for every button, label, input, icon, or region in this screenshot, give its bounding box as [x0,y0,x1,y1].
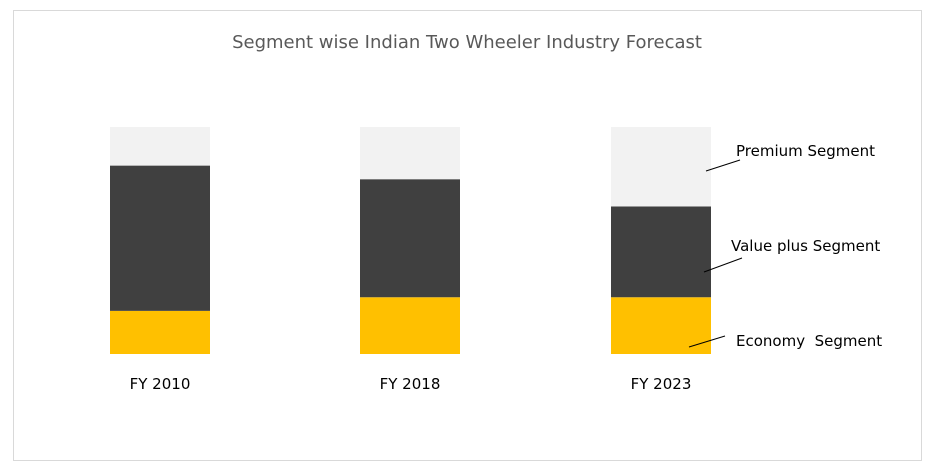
bar-value-plus-fy-2010 [110,165,210,311]
bar-value-plus-fy-2018 [360,179,460,298]
leader-line-economy [688,335,726,348]
segment-label-premium: Premium Segment [736,142,875,160]
category-label: FY 2018 [380,375,441,393]
chart-title: Segment wise Indian Two Wheeler Industry… [232,32,702,53]
bar-economy-fy-2010 [110,310,210,354]
category-label: FY 2023 [631,375,692,393]
bar-premium-fy-2018 [360,127,460,180]
bar-premium-fy-2010 [110,127,210,166]
segment-annotations-group: Economy Segment Value plus Segment Premium… [688,142,882,350]
bar-premium-fy-2023 [611,127,711,207]
segment-label-economy: Economy Segment [736,332,882,350]
bars-group [110,127,711,354]
leader-line-value-plus [703,257,743,273]
category-labels-group: FY 2010 FY 2018 FY 2023 [130,375,692,393]
segment-label-value-plus: Value plus Segment [731,237,880,255]
category-label: FY 2010 [130,375,191,393]
bar-economy-fy-2023 [611,297,711,354]
leader-line-premium [705,159,741,172]
bar-economy-fy-2018 [360,297,460,354]
bar-value-plus-fy-2023 [611,206,711,298]
